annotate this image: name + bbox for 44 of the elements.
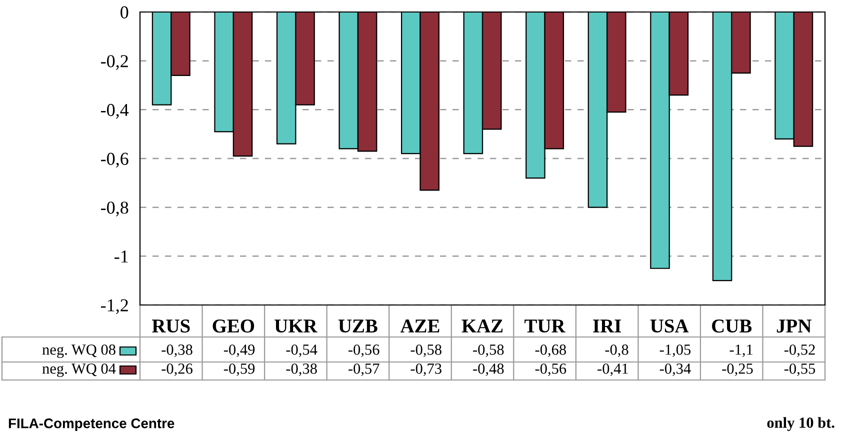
y-tick-label: -0,4 <box>100 104 129 119</box>
data-label: -0,48 <box>473 364 504 376</box>
data-label: -0,55 <box>784 364 816 376</box>
data-label: -0,52 <box>784 344 815 358</box>
y-tick-label: 0 <box>120 6 128 18</box>
x-tick-label: KAZ <box>462 320 503 332</box>
data-label: -0,38 <box>286 364 317 376</box>
data-label: -0,34 <box>660 364 691 376</box>
legend-label: neg. WQ 04 <box>42 363 116 377</box>
text: only 10 bt. <box>767 417 834 431</box>
data-label: -0,41 <box>598 364 628 376</box>
x-tick-label: JPN <box>776 320 812 333</box>
x-tick-label: RUS <box>152 320 190 333</box>
data-label: -0,8 <box>605 344 628 358</box>
data-label: -0,58 <box>473 344 504 358</box>
x-tick-label: CUB <box>712 320 752 333</box>
x-tick-label: UKR <box>274 320 318 333</box>
x-tick-label: USA <box>650 320 689 333</box>
x-tick-label: AZE <box>400 320 440 332</box>
data-label: -0,38 <box>162 344 192 358</box>
y-tick-label: -1,2 <box>100 299 128 314</box>
data-label: -0,49 <box>224 344 255 358</box>
data-label: -0,68 <box>535 344 566 358</box>
text: FILA-Competence Centre <box>8 418 174 431</box>
y-tick-label: -0,8 <box>100 202 128 216</box>
data-label: -0,56 <box>348 344 380 358</box>
data-label: -0,59 <box>224 364 255 376</box>
x-tick-label: GEO <box>212 320 254 333</box>
data-label: -1,05 <box>660 344 691 358</box>
data-label: -0,25 <box>722 364 753 376</box>
x-tick-label: UZB <box>338 320 378 333</box>
y-tick-label: -0,6 <box>100 152 128 168</box>
y-tick-label: -1 <box>114 250 128 262</box>
legend-label: neg. WQ 08 <box>42 344 116 358</box>
x-tick-label: IRI <box>593 320 621 332</box>
data-label: -0,58 <box>410 344 442 358</box>
data-label: -0,73 <box>410 364 442 376</box>
data-label: -0,57 <box>348 364 380 376</box>
data-label: -0,54 <box>286 344 318 358</box>
data-label: -0,26 <box>162 364 192 376</box>
y-tick-label: -0,2 <box>100 55 128 70</box>
x-tick-label: TUR <box>524 320 566 333</box>
data-label: -0,56 <box>535 364 566 376</box>
data-label: -1,1 <box>730 344 752 358</box>
